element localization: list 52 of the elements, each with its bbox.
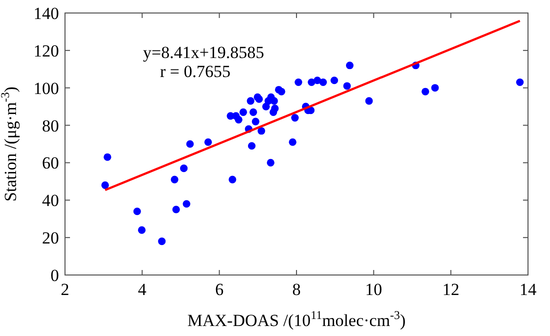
point xyxy=(291,114,299,122)
point xyxy=(170,176,178,184)
point xyxy=(138,226,146,234)
point xyxy=(516,78,524,86)
point xyxy=(234,116,242,124)
point xyxy=(186,140,194,148)
point xyxy=(266,158,274,166)
point xyxy=(158,238,166,246)
point xyxy=(270,108,278,116)
y-tick-label: 40 xyxy=(42,191,59,210)
y-tick-label: 0 xyxy=(50,266,59,285)
point xyxy=(431,84,439,92)
point xyxy=(258,127,266,135)
x-tick-label: 6 xyxy=(215,280,224,299)
x-tick-label: 8 xyxy=(292,280,301,299)
point xyxy=(252,118,260,126)
point xyxy=(346,62,354,70)
point xyxy=(104,153,112,161)
x-tick-label: 14 xyxy=(520,280,537,299)
y-tick-label: 20 xyxy=(42,228,59,248)
x-tick-label: 10 xyxy=(365,280,382,299)
x-tick-label: 2 xyxy=(60,280,70,299)
point xyxy=(182,200,190,208)
point xyxy=(330,76,338,84)
x-tick-label: 4 xyxy=(138,280,147,299)
point xyxy=(204,138,212,146)
y-tick-label: 80 xyxy=(42,116,59,136)
annotation: r = 0.7655 xyxy=(160,62,230,81)
point xyxy=(172,206,180,214)
point xyxy=(270,97,278,105)
y-tick-label: 60 xyxy=(42,154,59,173)
point xyxy=(228,176,236,184)
point xyxy=(239,108,248,116)
point xyxy=(294,78,302,86)
y-tick-label: 140 xyxy=(34,4,59,23)
point xyxy=(248,142,256,150)
y-tick-label: 100 xyxy=(34,78,59,98)
point xyxy=(180,164,188,172)
point xyxy=(246,97,254,105)
point xyxy=(319,78,327,86)
point xyxy=(133,208,141,216)
point xyxy=(365,97,373,105)
x-tick-label: 12 xyxy=(442,280,460,299)
annotation: y=8.41x+19.8585 xyxy=(143,43,264,62)
point xyxy=(250,108,258,116)
point xyxy=(422,88,430,96)
y-tick-label: 120 xyxy=(34,41,59,60)
point xyxy=(288,138,296,146)
point xyxy=(101,181,109,189)
point xyxy=(278,88,286,96)
x-axis-title: MAX-DOAS /(10$^{11}$molec·cm$^{-3}$) xyxy=(187,308,406,330)
point xyxy=(343,82,351,90)
